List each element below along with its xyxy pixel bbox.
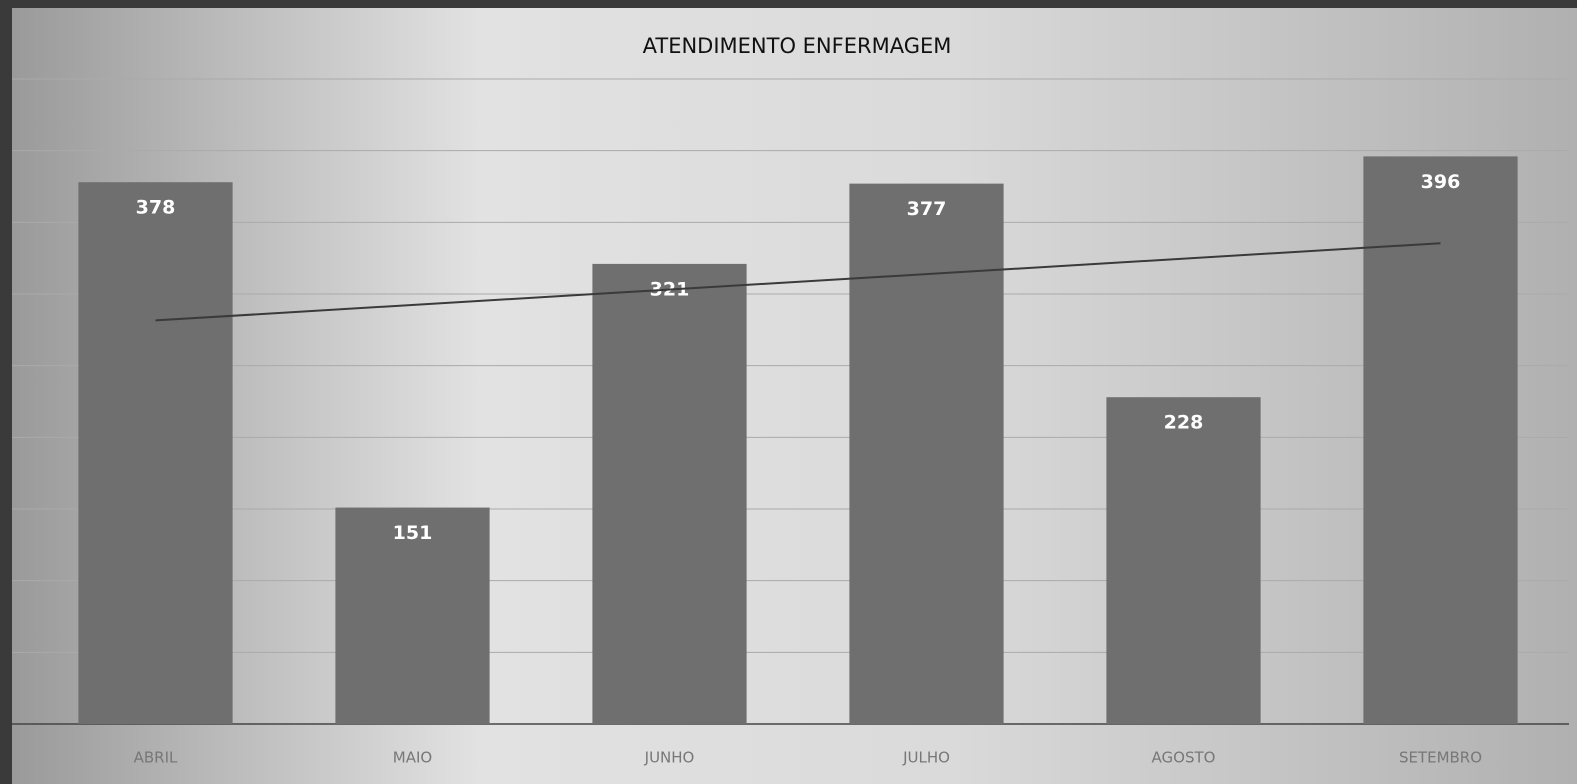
- bar: [592, 263, 747, 724]
- x-tick-label: JUNHO: [644, 749, 695, 767]
- trendline: [155, 242, 1441, 322]
- data-label: 396: [1421, 171, 1461, 193]
- chart-title: ATENDIMENTO ENFERMAGEM: [643, 34, 952, 58]
- bar: [335, 507, 490, 724]
- data-label: 378: [136, 197, 176, 219]
- bar: [78, 182, 233, 724]
- x-tick-label: JULHO: [902, 749, 950, 767]
- data-label: 151: [393, 522, 433, 544]
- data-label: 228: [1164, 412, 1204, 434]
- x-tick-label: MAIO: [393, 749, 432, 767]
- x-tick-label: AGOSTO: [1152, 749, 1216, 767]
- bar: [849, 183, 1004, 725]
- bar: [1106, 397, 1261, 724]
- background: [12, 8, 1577, 784]
- x-tick-label: ABRIL: [134, 749, 178, 767]
- x-tick-label: SETEMBRO: [1399, 749, 1482, 767]
- data-label: 377: [907, 198, 947, 220]
- bar: [1363, 156, 1518, 724]
